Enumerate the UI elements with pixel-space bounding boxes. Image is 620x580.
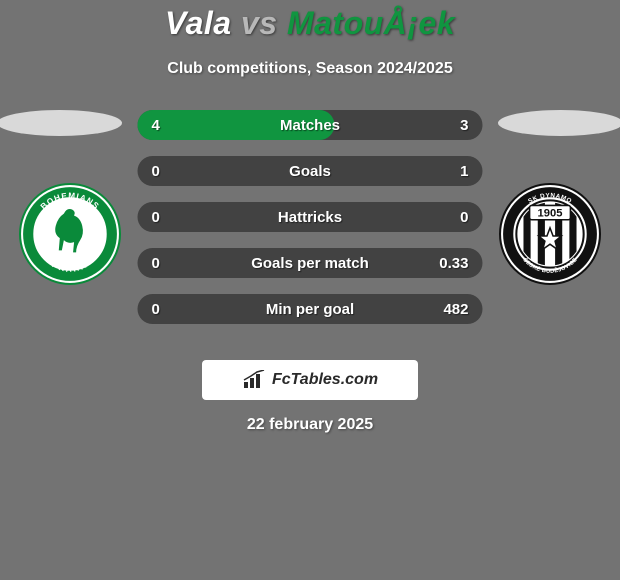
stat-right-value: 1: [460, 163, 468, 180]
stat-label: Goals: [289, 163, 331, 180]
page-title: Vala vs MatouÅ¡ek: [0, 5, 620, 42]
crest-dynamo-icon: 1905 SK DYNAMO ČESKÉ BUDĚJOVICE: [499, 183, 601, 285]
stat-right-value: 482: [443, 301, 468, 318]
stat-row-matches: 4 Matches 3: [138, 110, 483, 140]
stats-area: BOHEMIANS PRAHA 1905: [0, 110, 620, 350]
stat-label: Matches: [280, 117, 340, 134]
stat-right-value: 0.33: [439, 255, 468, 272]
stat-left-value: 0: [152, 209, 160, 226]
subtitle: Club competitions, Season 2024/2025: [0, 60, 620, 78]
stat-right-value: 3: [460, 117, 468, 134]
stat-left-value: 0: [152, 255, 160, 272]
comparison-card: Vala vs MatouÅ¡ek Club competitions, Sea…: [0, 0, 620, 434]
brand-text: FcTables.com: [272, 371, 378, 389]
shadow-ellipse-right: [498, 110, 620, 136]
stat-rows: 4 Matches 3 0 Goals 1 0 Hattricks 0 0 Go…: [138, 110, 483, 340]
stat-right-value: 0: [460, 209, 468, 226]
vs-text: vs: [241, 5, 278, 41]
stat-label: Goals per match: [251, 255, 369, 272]
shadow-ellipse-left: [0, 110, 122, 136]
stat-row-gpm: 0 Goals per match 0.33: [138, 248, 483, 278]
stat-label: Min per goal: [266, 301, 354, 318]
stat-left-value: 4: [152, 117, 160, 134]
stat-row-goals: 0 Goals 1: [138, 156, 483, 186]
bars-icon: [242, 370, 266, 390]
player1-name: Vala: [165, 5, 232, 41]
crest-bohemians-icon: BOHEMIANS PRAHA: [19, 183, 121, 285]
player2-name: MatouÅ¡ek: [287, 5, 455, 41]
brand-badge: FcTables.com: [202, 360, 418, 400]
date-text: 22 february 2025: [0, 416, 620, 434]
stat-left-value: 0: [152, 301, 160, 318]
stat-left-value: 0: [152, 163, 160, 180]
stat-label: Hattricks: [278, 209, 342, 226]
stat-row-mpg: 0 Min per goal 482: [138, 294, 483, 324]
svg-text:1905: 1905: [538, 208, 563, 220]
stat-row-hattricks: 0 Hattricks 0: [138, 202, 483, 232]
